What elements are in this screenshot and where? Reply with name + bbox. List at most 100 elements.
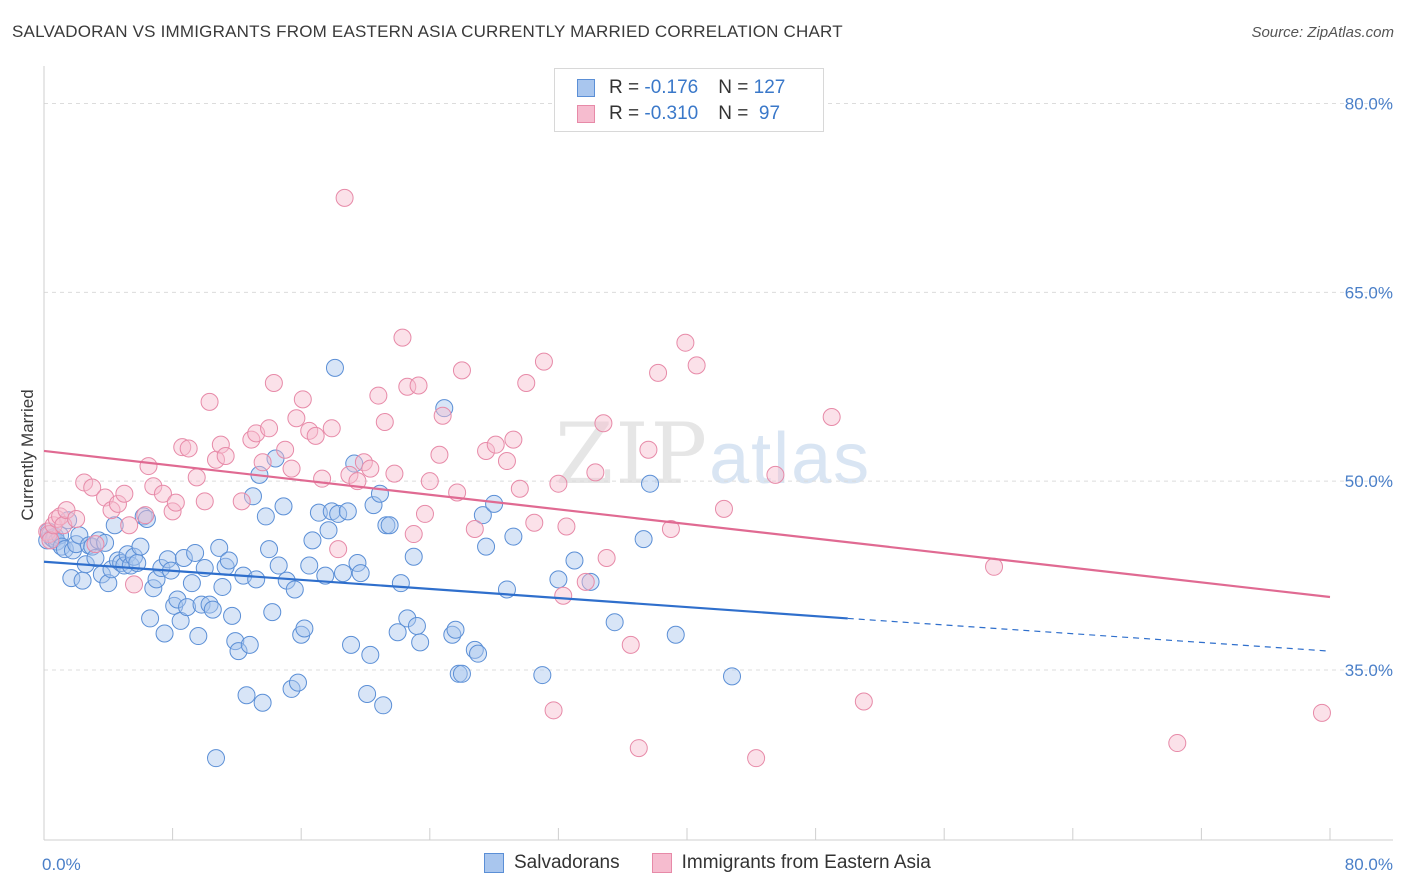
data-point bbox=[533, 666, 552, 685]
data-point bbox=[269, 556, 288, 575]
eastern-asia-points bbox=[38, 188, 1331, 768]
data-point bbox=[325, 358, 344, 377]
data-point bbox=[333, 564, 352, 583]
data-point bbox=[243, 487, 262, 506]
data-point bbox=[276, 440, 295, 459]
series-legend: Salvadorans Immigrants from Eastern Asia bbox=[484, 852, 963, 874]
data-point bbox=[141, 609, 160, 628]
data-point bbox=[443, 625, 462, 644]
data-point bbox=[854, 692, 873, 711]
data-point bbox=[306, 426, 325, 445]
data-point bbox=[41, 531, 60, 550]
data-point bbox=[115, 484, 134, 503]
y-tick-label: 65.0% bbox=[1345, 283, 1393, 302]
data-point bbox=[99, 574, 118, 593]
data-point bbox=[174, 548, 193, 567]
legend-swatch-salvadorans bbox=[577, 79, 595, 97]
data-point bbox=[1312, 703, 1331, 722]
data-point bbox=[237, 686, 256, 705]
data-point bbox=[144, 477, 163, 496]
data-point bbox=[510, 479, 529, 498]
axes bbox=[43, 66, 1393, 841]
legend-r-value: -0.176 bbox=[644, 77, 699, 98]
data-point bbox=[361, 459, 380, 478]
data-point bbox=[322, 419, 341, 438]
data-point bbox=[586, 463, 605, 482]
data-point bbox=[253, 453, 272, 472]
legend-item-eastern-asia: Immigrants from Eastern Asia bbox=[651, 852, 931, 874]
data-point bbox=[136, 506, 155, 525]
watermark-atlas: atlas bbox=[709, 419, 872, 499]
data-point bbox=[597, 548, 616, 567]
data-point bbox=[666, 625, 685, 644]
data-point bbox=[404, 547, 423, 566]
data-point bbox=[985, 557, 1004, 576]
data-point bbox=[309, 503, 328, 522]
data-point bbox=[415, 504, 434, 523]
data-point bbox=[179, 439, 198, 458]
y-tick-label: 50.0% bbox=[1345, 472, 1393, 491]
data-point bbox=[86, 535, 105, 554]
data-point bbox=[223, 606, 242, 625]
data-point bbox=[253, 693, 272, 712]
data-point bbox=[168, 590, 187, 609]
data-point bbox=[219, 551, 238, 570]
x-tick-label-min: 0.0% bbox=[42, 855, 81, 874]
data-point bbox=[213, 577, 232, 596]
data-point bbox=[166, 493, 185, 512]
data-point bbox=[319, 521, 338, 540]
data-point bbox=[629, 739, 648, 758]
source-label: Source: ZipAtlas.com bbox=[1251, 24, 1394, 41]
data-point bbox=[256, 507, 275, 526]
legend-n-value: 127 bbox=[753, 77, 786, 98]
data-point bbox=[766, 465, 785, 484]
data-point bbox=[211, 435, 230, 454]
data-point bbox=[605, 613, 624, 632]
data-point bbox=[300, 556, 319, 575]
data-point bbox=[549, 474, 568, 493]
data-point bbox=[549, 570, 568, 589]
data-point bbox=[374, 696, 393, 715]
data-point bbox=[285, 580, 304, 599]
chart-title: SALVADORAN VS IMMIGRANTS FROM EASTERN AS… bbox=[12, 22, 843, 41]
data-point bbox=[446, 620, 465, 639]
data-point bbox=[200, 392, 219, 411]
data-point bbox=[263, 603, 282, 622]
data-point bbox=[247, 570, 266, 589]
data-point bbox=[200, 595, 219, 614]
data-point bbox=[293, 390, 312, 409]
legend-n-value: 97 bbox=[753, 103, 781, 124]
stats-legend: R = -0.176 N = 127 R = -0.310 N = 97 bbox=[554, 68, 824, 132]
data-point bbox=[385, 464, 404, 483]
legend-r-value: -0.310 bbox=[644, 103, 699, 124]
data-point bbox=[338, 502, 357, 521]
data-point bbox=[62, 569, 81, 588]
legend-label-salvadorans: Salvadorans bbox=[514, 852, 620, 873]
data-point bbox=[105, 516, 124, 535]
data-point bbox=[125, 575, 144, 594]
data-point bbox=[342, 635, 361, 654]
data-point bbox=[430, 445, 449, 464]
data-point bbox=[452, 664, 471, 683]
legend-r-label: R = bbox=[609, 77, 645, 98]
data-point bbox=[393, 328, 412, 347]
data-point bbox=[594, 414, 613, 433]
data-point bbox=[388, 623, 407, 642]
data-point bbox=[52, 537, 71, 556]
data-point bbox=[639, 440, 658, 459]
legend-row-salvadorans: R = -0.176 N = 127 bbox=[577, 75, 785, 101]
legend-n-label: N = bbox=[718, 103, 754, 124]
data-point bbox=[345, 454, 364, 473]
data-point bbox=[581, 572, 600, 591]
data-point bbox=[316, 566, 335, 585]
data-point bbox=[676, 333, 695, 352]
data-point bbox=[452, 361, 471, 380]
data-point bbox=[714, 499, 733, 518]
data-point bbox=[274, 497, 293, 516]
data-point bbox=[173, 438, 192, 457]
data-point bbox=[303, 531, 322, 550]
data-point bbox=[404, 525, 423, 544]
legend-swatch-eastern-asia bbox=[651, 853, 672, 873]
data-point bbox=[351, 564, 370, 583]
data-point bbox=[108, 494, 127, 513]
